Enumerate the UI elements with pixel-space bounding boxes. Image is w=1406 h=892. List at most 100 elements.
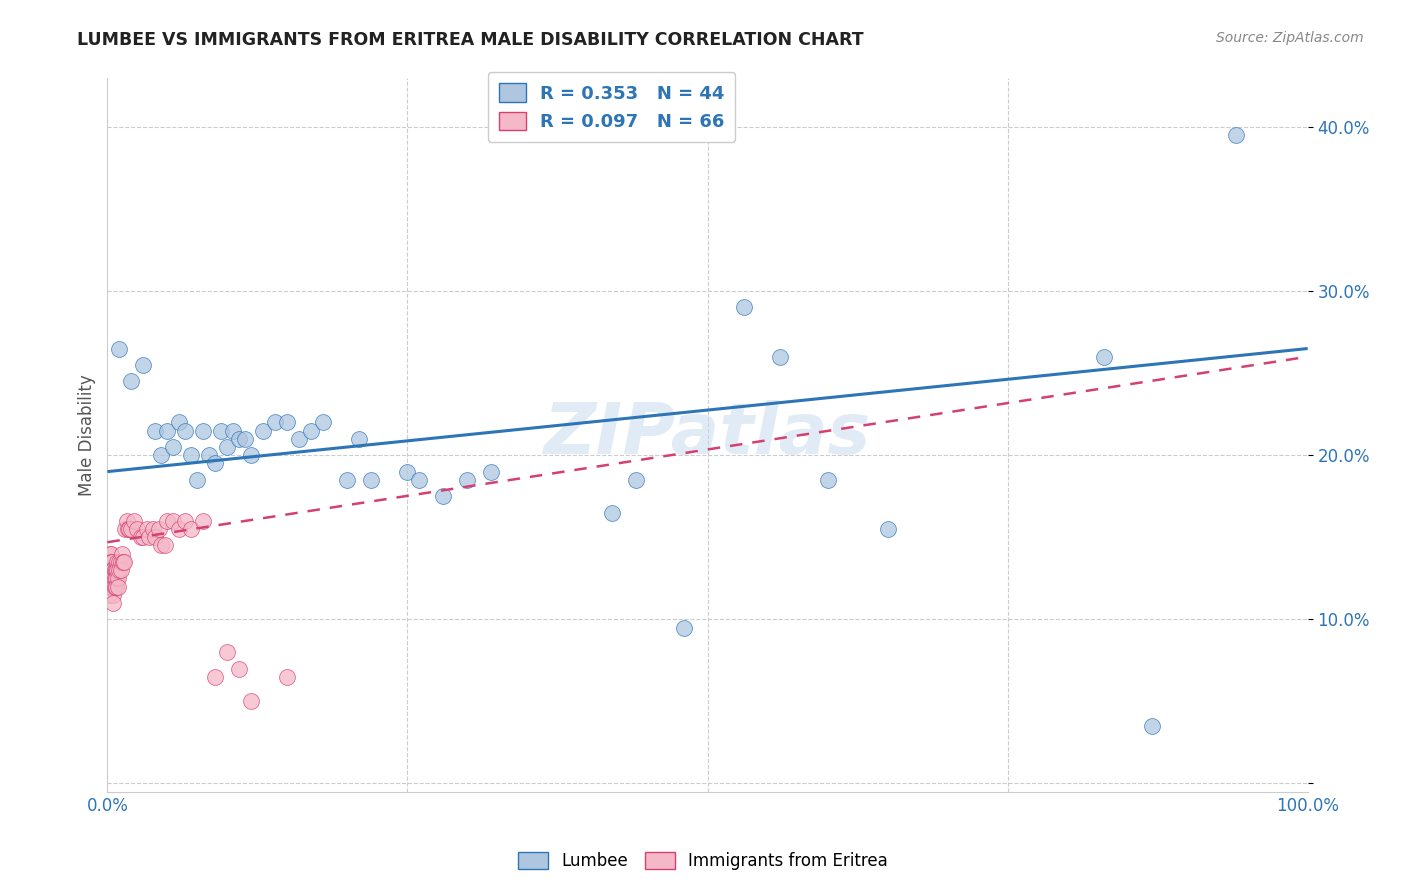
Point [103,571,125,585]
Point [127,522,149,536]
Point [129,530,152,544]
Point [103,563,125,577]
Point [408,473,430,487]
Point [100,555,122,569]
Point [101,555,124,569]
Point [98,555,121,569]
Point [228,432,250,446]
Point [132,358,155,372]
Point [1140,719,1163,733]
Point [276,416,298,430]
Point [169,416,191,430]
Point [264,416,287,430]
Y-axis label: Male Disability: Male Disability [79,374,96,496]
Point [876,522,898,536]
Point [100,563,122,577]
Point [97,580,120,594]
Point [111,547,134,561]
Point [276,670,298,684]
Point [108,342,131,356]
Point [204,457,226,471]
Point [103,580,125,594]
Point [107,580,129,594]
Point [180,448,202,462]
Point [209,424,232,438]
Point [103,563,125,577]
Point [145,424,167,438]
Legend: R = 0.353   N = 44, R = 0.097   N = 66: R = 0.353 N = 44, R = 0.097 N = 66 [488,72,735,142]
Point [235,432,257,446]
Point [817,473,839,487]
Point [105,555,128,569]
Point [174,424,197,438]
Legend: Lumbee, Immigrants from Eritrea: Lumbee, Immigrants from Eritrea [512,845,894,877]
Point [198,448,221,462]
Text: Source: ZipAtlas.com: Source: ZipAtlas.com [1216,31,1364,45]
Point [118,522,141,536]
Point [217,645,239,659]
Point [180,522,202,536]
Point [136,522,159,536]
Point [110,563,132,577]
Point [101,571,124,585]
Point [288,432,311,446]
Point [97,588,120,602]
Point [145,530,167,544]
Point [1225,128,1247,143]
Point [98,563,121,577]
Point [228,662,250,676]
Point [156,514,179,528]
Point [193,514,215,528]
Point [1092,350,1115,364]
Point [312,416,335,430]
Point [162,514,184,528]
Point [100,547,122,561]
Point [111,555,134,569]
Point [122,514,145,528]
Point [222,424,245,438]
Point [186,473,208,487]
Text: ZIPatlas: ZIPatlas [544,401,872,469]
Point [117,522,139,536]
Point [193,424,215,438]
Point [112,555,135,569]
Point [98,547,121,561]
Point [336,473,359,487]
Point [108,563,131,577]
Point [114,522,136,536]
Point [481,465,503,479]
Point [101,563,124,577]
Point [240,694,263,708]
Point [100,571,122,585]
Point [132,530,155,544]
Point [115,514,138,528]
Point [174,514,197,528]
Point [204,670,226,684]
Point [432,489,454,503]
Point [156,424,179,438]
Point [104,580,127,594]
Point [768,350,790,364]
Point [103,588,125,602]
Point [138,530,160,544]
Point [150,448,173,462]
Point [97,571,120,585]
Point [110,555,132,569]
Point [103,571,125,585]
Point [103,596,125,610]
Point [624,473,647,487]
Point [103,580,125,594]
Point [217,440,239,454]
Point [107,571,129,585]
Point [120,375,142,389]
Point [108,555,131,569]
Point [396,465,419,479]
Point [240,448,263,462]
Point [349,432,371,446]
Point [162,440,184,454]
Point [169,522,191,536]
Point [672,621,695,635]
Point [148,522,170,536]
Text: LUMBEE VS IMMIGRANTS FROM ERITREA MALE DISABILITY CORRELATION CHART: LUMBEE VS IMMIGRANTS FROM ERITREA MALE D… [77,31,863,49]
Point [101,580,124,594]
